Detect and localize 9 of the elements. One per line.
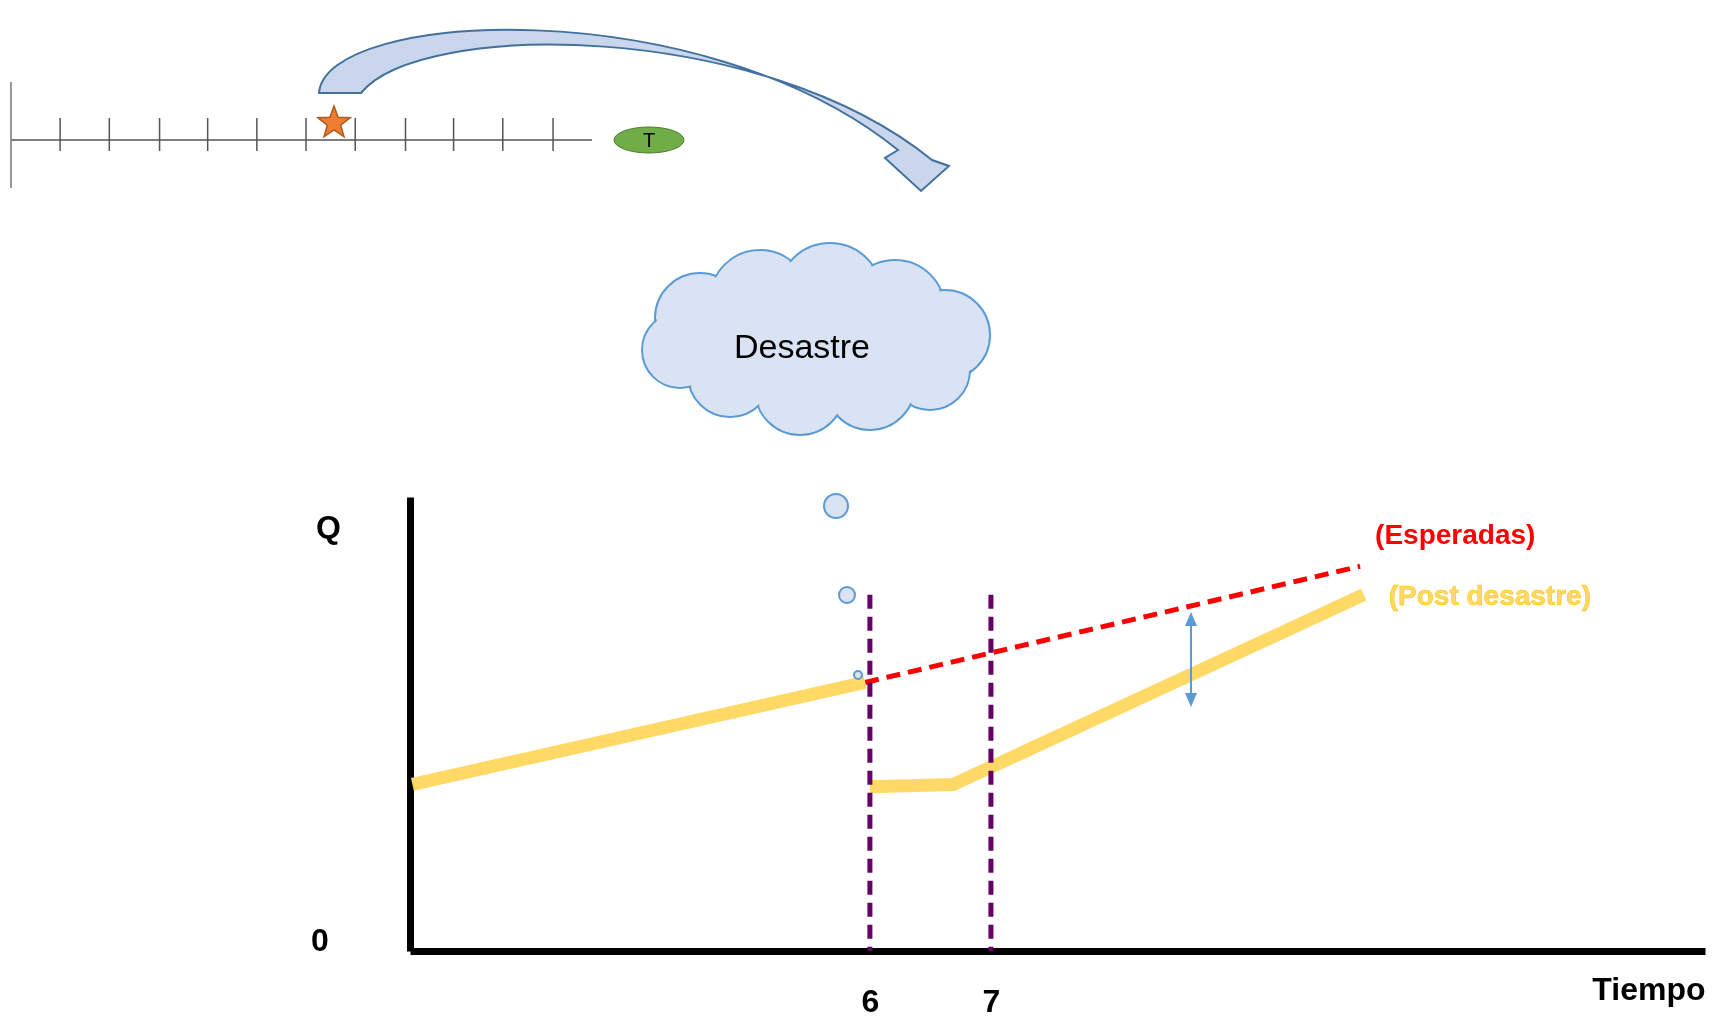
text: 0	[311, 922, 329, 958]
y-axis-title: Q	[316, 508, 341, 545]
text: T	[642, 129, 656, 151]
x-tick-label: 7	[982, 982, 1001, 1019]
series-label: (Esperadas)	[1375, 519, 1536, 551]
x-axis-title: Tiempo	[1592, 970, 1706, 1007]
text: Desastre	[733, 327, 871, 365]
series-label: (Post desastre)	[1388, 579, 1591, 611]
x-tick-label: 6	[861, 982, 880, 1019]
